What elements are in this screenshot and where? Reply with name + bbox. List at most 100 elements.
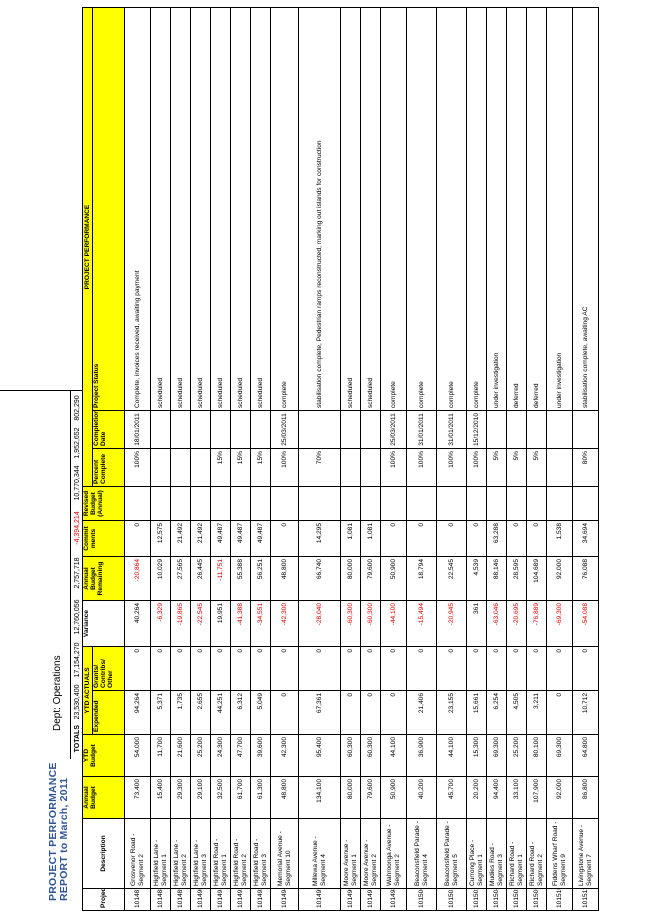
row-commitments: 12,575	[150, 520, 171, 557]
row-revised-budget	[210, 486, 231, 521]
row-project-status: scheduled	[190, 7, 211, 411]
row-project-id: 101494	[270, 888, 299, 911]
row-ytd-budget: 47,700	[230, 734, 251, 777]
row-grants: 0	[340, 646, 361, 691]
row-project-status: complete	[406, 7, 437, 411]
row-ytd-budget: 25,200	[190, 734, 211, 777]
row-percent-complete	[340, 448, 361, 487]
row-ytd-budget: 44,100	[380, 734, 407, 777]
row-project-status: scheduled	[150, 7, 171, 411]
row-project-status: deferred	[506, 7, 527, 411]
row-percent-complete: 15%	[210, 448, 231, 487]
row-annual-remaining: 18,794	[406, 556, 437, 601]
row-commitments: 0	[436, 520, 467, 557]
row-percent-complete: 100%	[380, 448, 407, 487]
row-revised-budget	[406, 486, 437, 521]
row-grants: 0	[506, 646, 527, 691]
row-ytd-budget: 25,200	[506, 734, 527, 777]
row-expended: 67,361	[298, 690, 341, 735]
row-commitments: 0	[124, 520, 151, 557]
header-project: Project	[82, 888, 125, 911]
table-row: 101493 Highfield Road - Segment 3 61,300 39…	[250, 7, 271, 911]
row-commitments: 0	[406, 520, 437, 557]
row-project-status: stabilisation complete, awaiting AC	[572, 7, 599, 411]
row-annual-budget: 48,800	[270, 776, 299, 819]
row-completion-date	[546, 410, 573, 449]
row-grants: 0	[230, 646, 251, 691]
department-label: Dept: Operations	[52, 655, 63, 731]
row-annual-budget: 107,900	[526, 776, 547, 819]
row-annual-budget: 134,100	[298, 776, 341, 819]
row-commitments: 14,295	[298, 520, 341, 557]
row-annual-budget: 50,900	[380, 776, 407, 819]
row-project-id: 101504	[486, 888, 507, 911]
row-expended: 5,371	[150, 690, 171, 735]
row-annual-remaining: 55,388	[230, 556, 251, 601]
row-revised-budget	[230, 486, 251, 521]
row-percent-complete	[360, 448, 381, 487]
row-revised-budget	[380, 486, 407, 521]
row-annual-budget: 61,700	[230, 776, 251, 819]
row-revised-budget	[486, 486, 507, 521]
row-percent-complete	[546, 448, 573, 487]
row-project-id: 101510	[546, 888, 573, 911]
row-percent-complete: 15%	[230, 448, 251, 487]
project-table: Project Description Annual Budget YTD Bu…	[82, 7, 599, 911]
row-completion-date: 18/01/2011	[124, 410, 151, 449]
header-revised-budget: Revised Budget (Annual)	[82, 486, 125, 521]
row-percent-complete: 5%	[526, 448, 547, 487]
table-row: 101490 Highfield Lane - Segment 3 29,100 25…	[190, 7, 211, 911]
row-description: Mudies Road - Segment 3	[486, 818, 507, 889]
row-description: Moore Avenue - Segment 1	[340, 818, 361, 889]
row-variance: -54,088	[572, 600, 599, 647]
table-row: 101511 Livingstone Avenue - Segment 7 86,8…	[572, 7, 599, 911]
row-project-id: 101493	[250, 888, 271, 911]
row-revised-budget	[190, 486, 211, 521]
row-ytd-budget: 42,300	[270, 734, 299, 777]
row-description: Highfield Road - Segment 3	[250, 818, 271, 889]
row-revised-budget	[466, 486, 487, 521]
row-ytd-budget: 39,600	[250, 734, 271, 777]
row-description: Memorial Avenue - Segment 10	[270, 818, 299, 889]
report-title: PROJECT PERFORMANCE REPORT to March, 201…	[47, 751, 70, 901]
row-project-status: complete	[270, 7, 299, 411]
row-description: Wahroonga Avenue - Segment 2	[380, 818, 407, 889]
row-annual-remaining: 26,445	[190, 556, 211, 601]
row-project-id: 101496	[340, 888, 361, 911]
table-row: 101491 Highfield Road - Segment 1 32,500 24…	[210, 7, 231, 911]
header-variance: Variance	[82, 600, 125, 647]
row-project-id: 101498	[380, 888, 407, 911]
row-grants: 0	[170, 646, 191, 691]
row-commitments: 0	[526, 520, 547, 557]
row-grants: 0	[124, 646, 151, 691]
row-grants: 0	[572, 646, 599, 691]
row-annual-budget: 92,000	[546, 776, 573, 819]
row-revised-budget	[436, 486, 467, 521]
row-annual-budget: 79,600	[360, 776, 381, 819]
header-project-performance: PROJECT PERFORMANCE	[82, 7, 93, 487]
row-grants: 0	[360, 646, 381, 691]
row-completion-date	[250, 410, 271, 449]
row-annual-remaining: 104,689	[526, 556, 547, 601]
row-expended: 0	[270, 690, 299, 735]
row-percent-complete	[170, 448, 191, 487]
row-variance: -76,889	[526, 600, 547, 647]
row-ytd-budget: 21,600	[170, 734, 191, 777]
row-commitments: 63,288	[486, 520, 507, 557]
row-variance: -28,040	[298, 600, 341, 647]
row-project-status: scheduled	[230, 7, 251, 411]
row-variance: -20,695	[506, 600, 527, 647]
row-revised-budget	[170, 486, 191, 521]
row-commitments: 49,487	[210, 520, 231, 557]
row-grants: 0	[250, 646, 271, 691]
row-expended: 15,661	[466, 690, 487, 735]
table-row: 101492 Highfield Road - Segment 2 61,700 47…	[230, 7, 251, 911]
row-percent-complete	[190, 448, 211, 487]
row-variance: -69,300	[546, 600, 573, 647]
table-row: 101495 Millewa Avenue - Segment 4 134,100 9…	[298, 7, 341, 911]
row-annual-remaining: -20,864	[124, 556, 151, 601]
row-percent-complete: 5%	[486, 448, 507, 487]
row-commitments: 1,538	[546, 520, 573, 557]
row-variance: -19,865	[170, 600, 191, 647]
